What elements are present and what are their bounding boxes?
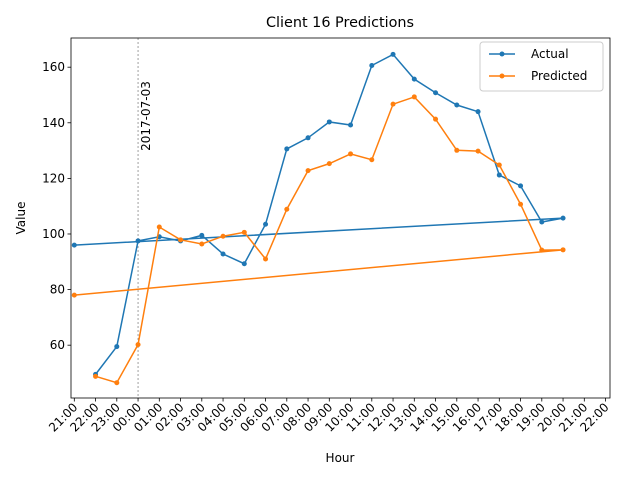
- x-axis: 21:0022:0023:0000:0001:0002:0003:0004:00…: [46, 398, 612, 435]
- legend-actual-label: Actual: [531, 47, 569, 61]
- data-point-predicted: [433, 116, 439, 122]
- data-point-actual: [411, 76, 417, 82]
- data-point-actual: [199, 232, 205, 238]
- plot-area: 2017-07-03: [71, 38, 566, 398]
- data-point-predicted: [199, 241, 205, 247]
- data-point-predicted: [263, 256, 269, 262]
- data-point-predicted: [305, 168, 311, 174]
- data-point-actual: [496, 172, 502, 178]
- y-tick-label: 60: [50, 338, 65, 352]
- data-point-actual: [135, 238, 141, 244]
- data-point-actual: [475, 109, 481, 115]
- data-point-actual: [220, 251, 226, 257]
- data-point-predicted: [560, 247, 566, 253]
- data-point-predicted: [284, 206, 290, 212]
- data-point-predicted: [496, 162, 502, 168]
- y-tick-label: 80: [50, 283, 65, 297]
- data-point-predicted: [241, 229, 247, 235]
- plot-frame: [70, 37, 611, 399]
- series-line-actual: [74, 53, 564, 375]
- legend-predicted-label: Predicted: [531, 69, 587, 83]
- data-point-predicted: [114, 380, 120, 386]
- annotation-label: 2017-07-03: [139, 81, 153, 151]
- data-point-actual: [71, 242, 77, 248]
- y-tick-label: 100: [42, 227, 65, 241]
- data-point-actual: [241, 261, 247, 267]
- data-point-predicted: [220, 233, 226, 239]
- data-point-actual: [369, 63, 375, 69]
- data-point-actual: [390, 51, 396, 57]
- data-point-actual: [305, 135, 311, 141]
- x-axis-label: Hour: [326, 451, 355, 465]
- legend-actual-marker: [499, 51, 505, 57]
- y-axis: 60 80 100 120 140 160: [42, 60, 71, 352]
- data-point-predicted: [475, 148, 481, 154]
- data-point-predicted: [518, 201, 524, 207]
- data-point-actual: [284, 146, 290, 152]
- data-point-actual: [263, 221, 269, 227]
- legend: Actual Predicted: [479, 41, 604, 92]
- data-point-actual: [433, 90, 439, 96]
- data-point-predicted: [348, 151, 354, 157]
- data-point-actual: [348, 122, 354, 128]
- data-point-predicted: [390, 101, 396, 107]
- data-point-predicted: [135, 342, 141, 348]
- data-point-actual: [326, 119, 332, 125]
- data-point-predicted: [411, 94, 417, 100]
- data-point-predicted: [326, 161, 332, 167]
- data-point-actual: [114, 344, 120, 350]
- data-point-predicted: [369, 157, 375, 163]
- data-point-actual: [560, 215, 566, 221]
- y-tick-label: 140: [42, 116, 65, 130]
- series-line-predicted: [74, 96, 564, 384]
- data-point-predicted: [156, 224, 162, 230]
- chart-title: Client 16 Predictions: [266, 15, 414, 31]
- data-point-predicted: [93, 373, 99, 379]
- data-point-actual: [454, 102, 460, 108]
- y-axis-label: Value: [14, 202, 28, 235]
- y-tick-label: 160: [42, 60, 65, 74]
- data-point-actual: [539, 219, 545, 225]
- data-point-predicted: [454, 147, 460, 153]
- data-point-predicted: [539, 247, 545, 253]
- data-point-predicted: [71, 292, 77, 298]
- data-point-actual: [518, 183, 524, 189]
- series-layer: [71, 51, 566, 386]
- legend-predicted-marker: [499, 73, 505, 79]
- data-point-predicted: [178, 237, 184, 243]
- y-tick-label: 120: [42, 171, 65, 185]
